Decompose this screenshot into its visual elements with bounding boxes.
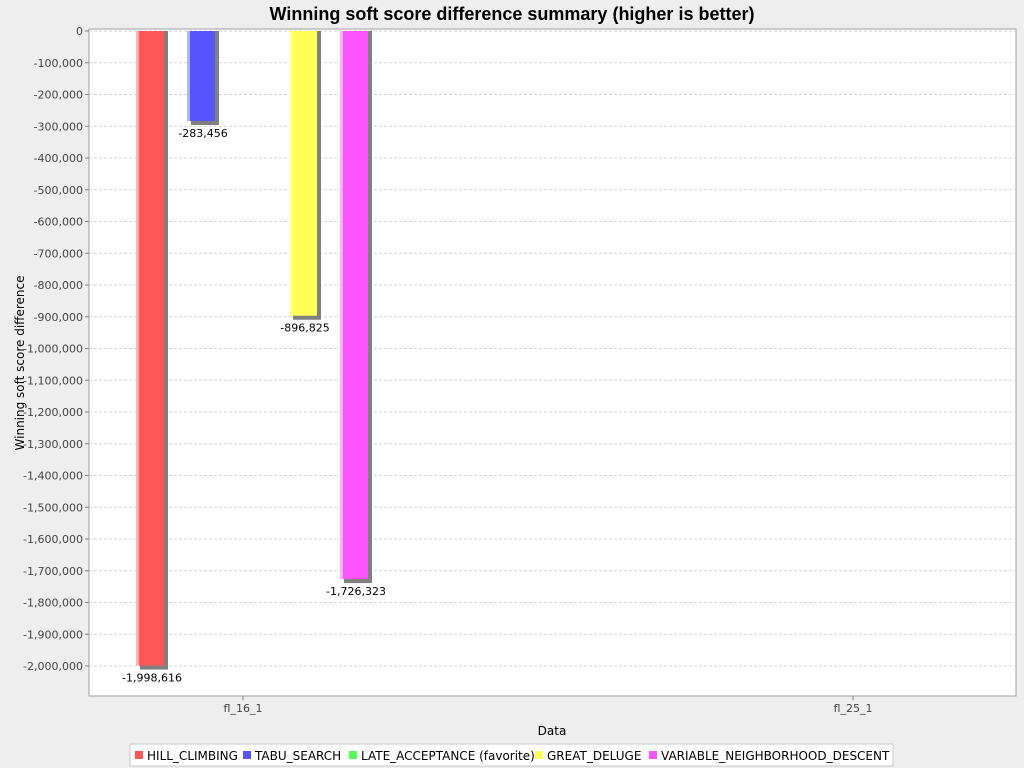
- grid-lines: [89, 30, 1016, 667]
- y-tick-label: -100,000: [34, 57, 83, 70]
- bar-highlight: [340, 31, 343, 580]
- x-axis-label: Data: [538, 724, 567, 738]
- bars: -1,998,616 -283,456 -896,825 -1,726,323: [122, 31, 386, 685]
- y-tick-label: -1,500,000: [23, 501, 83, 514]
- y-tick-label: -900,000: [34, 311, 83, 324]
- bar-highlight: [136, 31, 139, 666]
- bar: [187, 31, 215, 121]
- legend-box: [129, 743, 894, 767]
- bar-highlight: [187, 31, 190, 121]
- bar: [340, 31, 368, 580]
- data-label: -283,456: [178, 127, 227, 140]
- y-tick-label: -400,000: [34, 152, 83, 165]
- y-tick-label: -300,000: [34, 120, 83, 133]
- bar: [136, 31, 164, 666]
- x-axis-ticks: fl_16_1 fl_25_1: [224, 696, 873, 715]
- y-tick-label: 0: [76, 25, 83, 38]
- y-tick-label: -800,000: [34, 279, 83, 292]
- legend-swatch: [649, 751, 657, 759]
- legend-label: LATE_ACCEPTANCE (favorite): [361, 749, 535, 763]
- legend-label: VARIABLE_NEIGHBORHOOD_DESCENT: [661, 749, 890, 763]
- bar-highlight: [289, 31, 292, 316]
- y-tick-label: -1,400,000: [23, 470, 83, 483]
- plot-area: [88, 28, 1017, 697]
- data-label: -1,726,323: [326, 585, 386, 598]
- y-tick-label: -1,800,000: [23, 597, 83, 610]
- y-tick-label: -1,000,000: [23, 343, 83, 356]
- x-tick-label: fl_25_1: [834, 702, 873, 715]
- legend-swatch: [135, 751, 143, 759]
- legend-label: HILL_CLIMBING: [147, 749, 238, 763]
- y-tick-label: -600,000: [34, 216, 83, 229]
- legend: HILL_CLIMBING TABU_SEARCH LATE_ACCEPTANCE …: [129, 743, 894, 767]
- legend-swatch: [535, 751, 543, 759]
- y-tick-label: -1,300,000: [23, 438, 83, 451]
- legend-label: TABU_SEARCH: [254, 749, 341, 763]
- y-axis-label: Winning soft score difference: [13, 276, 27, 451]
- y-axis-ticks: 0 -100,000 -200,000 -300,000 -400,000 -500,00…: [23, 25, 89, 673]
- y-tick-label: -1,100,000: [23, 374, 83, 387]
- data-label: -1,998,616: [122, 672, 182, 685]
- y-tick-label: -1,700,000: [23, 565, 83, 578]
- chart-title: Winning soft score difference summary (h…: [270, 4, 755, 24]
- y-tick-label: -1,600,000: [23, 533, 83, 546]
- legend-swatch: [349, 751, 357, 759]
- legend-swatch: [243, 751, 251, 759]
- data-label: -896,825: [280, 322, 329, 335]
- y-tick-label: -700,000: [34, 247, 83, 260]
- legend-label: GREAT_DELUGE: [547, 749, 641, 763]
- x-tick-label: fl_16_1: [224, 702, 263, 715]
- y-tick-label: -1,200,000: [23, 406, 83, 419]
- y-tick-label: -2,000,000: [23, 660, 83, 673]
- y-tick-label: -200,000: [34, 89, 83, 102]
- y-tick-label: -1,900,000: [23, 628, 83, 641]
- y-tick-label: -500,000: [34, 184, 83, 197]
- bar: [289, 31, 317, 316]
